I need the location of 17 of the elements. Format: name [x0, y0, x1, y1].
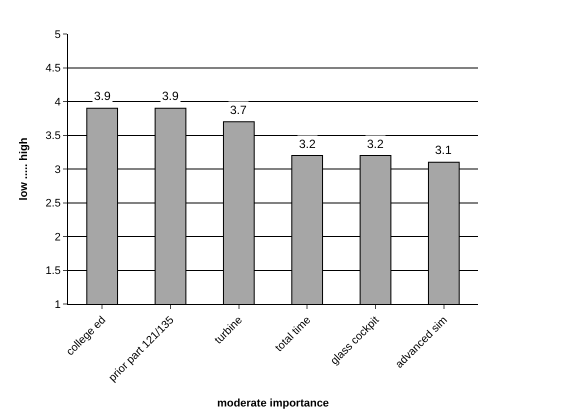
data-label: 3.7: [230, 103, 248, 117]
y-tick-label: 4.5: [46, 62, 61, 75]
x-axis-title: moderate importance: [217, 397, 329, 410]
data-label: 3.2: [367, 137, 384, 151]
y-tick-label: 3: [54, 164, 61, 176]
y-tick-label: 2: [54, 231, 61, 244]
y-tick-label: 1: [54, 298, 61, 311]
y-axis-title: low ..... high: [18, 137, 30, 200]
y-tick-label: 5: [54, 28, 61, 41]
y-tick-label: 1.5: [46, 265, 61, 278]
y-tick-label: 3.5: [46, 130, 61, 142]
y-tick-label: 2.5: [46, 198, 61, 210]
data-label: 3.9: [162, 89, 180, 103]
data-label: 3.2: [299, 137, 316, 151]
data-label: 3.1: [435, 143, 452, 157]
data-label: 3.9: [94, 89, 112, 103]
y-tick-label: 4: [54, 96, 61, 108]
